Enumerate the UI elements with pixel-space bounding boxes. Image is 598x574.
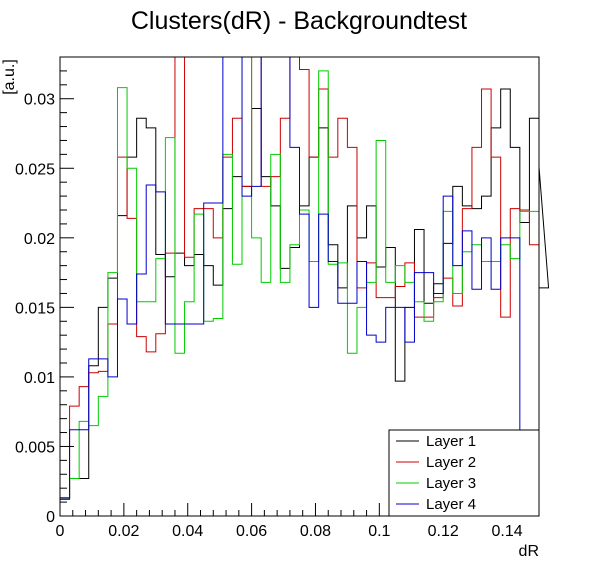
- x-tick-label: 0.08: [300, 523, 331, 540]
- histogram-line-4: [59, 56, 521, 516]
- x-axis-title: dR: [519, 543, 539, 560]
- y-tick-label: 0.015: [15, 300, 55, 317]
- y-tick-label: 0: [46, 509, 55, 526]
- x-tick-label: 0.12: [428, 523, 459, 540]
- legend: Layer 1 Layer 2 Layer 3 Layer 4: [388, 429, 540, 517]
- y-tick-label: 0.01: [24, 370, 55, 387]
- legend-label-4: Layer 4: [426, 496, 476, 513]
- legend-label-3: Layer 3: [426, 475, 476, 492]
- x-tick-label: 0.04: [172, 523, 203, 540]
- x-tick-label: 0.14: [491, 523, 522, 540]
- x-tick-label: 0.1: [368, 523, 390, 540]
- x-tick-label: 0.06: [236, 523, 267, 540]
- y-axis: 0 0.005 0.01 0.015 0.02 0.025 0.03: [15, 70, 74, 526]
- y-tick-label: 0.005: [15, 439, 55, 456]
- series-layer-4: [59, 56, 521, 516]
- y-tick-label: 0.03: [24, 92, 55, 109]
- y-axis-title: [a.u.]: [1, 59, 18, 95]
- chart-title: Clusters(dR) - Backgroundtest: [131, 7, 467, 35]
- y-tick-label: 0.02: [24, 231, 55, 248]
- legend-label-1: Layer 1: [426, 433, 476, 450]
- x-tick-label: 0: [56, 523, 65, 540]
- y-tick-label: 0.025: [15, 161, 55, 178]
- legend-label-2: Layer 2: [426, 454, 476, 471]
- plot-series: [59, 56, 550, 516]
- legend-box: [388, 429, 540, 517]
- x-tick-label: 0.02: [108, 523, 139, 540]
- plot-frame: [59, 56, 540, 517]
